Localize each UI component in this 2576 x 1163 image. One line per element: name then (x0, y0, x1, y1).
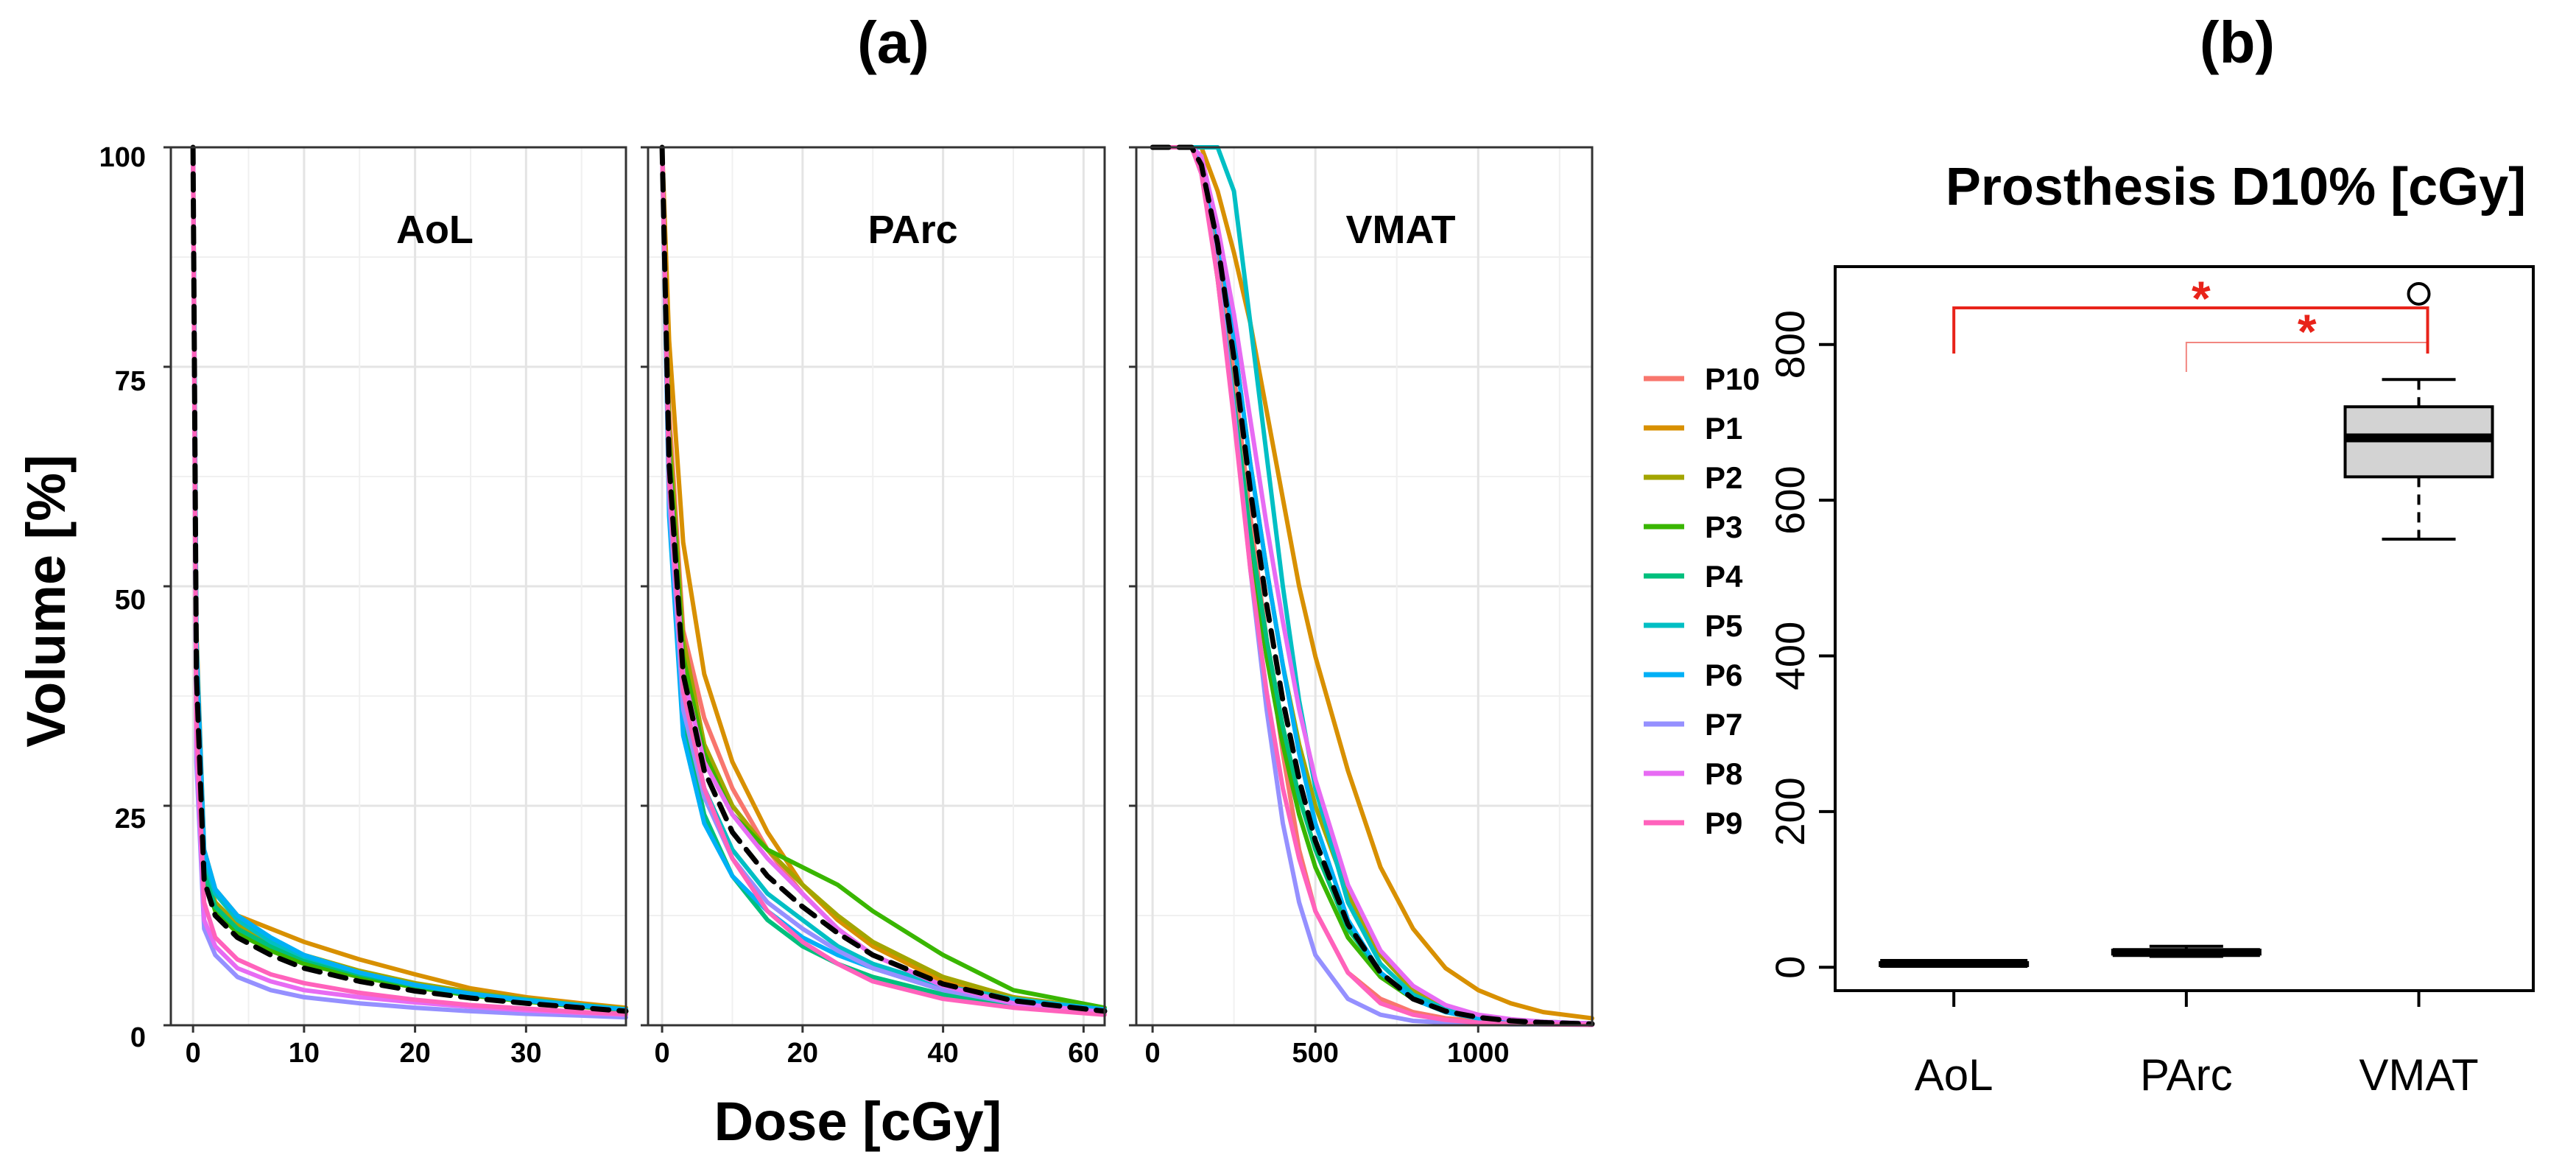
x-tick-label: 10 (289, 1038, 320, 1069)
boxplot-frame (1834, 265, 2535, 992)
boxplot-category-label-vmat: VMAT (2359, 1050, 2478, 1100)
x-tick-label: 20 (399, 1038, 430, 1069)
legend-label-p10: P10 (1705, 362, 1760, 396)
series-line-mean (659, 144, 1108, 1014)
boxplot-y-tick-label: 0 (1767, 956, 1813, 979)
significance-star-parc-vmat: * (2298, 304, 2317, 359)
panel-a-y-axis-title: Volume [%] (15, 454, 77, 747)
x-tick-label: 60 (1068, 1038, 1099, 1069)
boxplot-y-tick-label: 600 (1767, 465, 1813, 534)
x-tick-label: 30 (510, 1038, 541, 1069)
facet-title: VMAT (1346, 208, 1456, 252)
boxplot-panel: 0 200 400 600 800 AoL PArc VMAT * * (1767, 265, 2535, 1100)
facet-parc: 0 20 40 60 PArc (641, 144, 1108, 1069)
x-tick-label: 0 (1145, 1038, 1161, 1069)
x-tick-label: 1000 (1447, 1038, 1510, 1069)
legend-label-p5: P5 (1705, 608, 1742, 643)
facet-vmat: 0 500 1000 VMAT (1129, 144, 1595, 1069)
facet-title: PArc (868, 208, 958, 252)
legend-label-p8: P8 (1705, 756, 1742, 791)
series-line-mean (1150, 144, 1595, 1027)
y-tick-label-0: 0 (130, 1022, 146, 1053)
panel-a-label: (a) (857, 10, 929, 75)
boxplot-category-label-parc: PArc (2140, 1050, 2233, 1100)
x-tick-label: 500 (1292, 1038, 1338, 1069)
x-tick-label: 0 (186, 1038, 201, 1069)
facet-title: AoL (396, 208, 474, 252)
legend-label-p7: P7 (1705, 707, 1742, 742)
y-tick-label-50: 50 (115, 585, 146, 616)
panel-b-title: Prosthesis D10% [cGy] (1946, 158, 2526, 217)
panel-a-y-tick-labels: 100 75 50 25 0 (99, 142, 146, 1053)
y-tick-label-100: 100 (99, 142, 146, 173)
legend-label-p9: P9 (1705, 806, 1742, 840)
panel-b-label: (b) (2200, 10, 2275, 75)
boxplot-y-tick-label: 800 (1767, 310, 1813, 379)
x-tick-label: 40 (927, 1038, 958, 1069)
significance-bracket-aol-vmat (1952, 306, 2429, 354)
legend-label-p6: P6 (1705, 658, 1742, 692)
series-line-mean (190, 144, 629, 1014)
outlier-vmat (2407, 281, 2431, 306)
legend-label-p4: P4 (1705, 559, 1743, 594)
boxplot-y-tick-label: 400 (1767, 622, 1813, 690)
boxplot-y-tick-label: 200 (1767, 777, 1813, 846)
boxplot-category-label-aol: AoL (1915, 1050, 1993, 1100)
legend-label-p3: P3 (1705, 510, 1742, 544)
series-line-p9 (191, 145, 628, 1016)
y-tick-label-25: 25 (115, 804, 146, 835)
series-line-p8 (1150, 145, 1594, 1026)
panel-a-x-axis-title: Dose [cGy] (714, 1091, 1002, 1152)
significance-bracket-parc-vmat (2185, 342, 2429, 372)
legend: P10 P1 P2 P3 P4 P5 P6 P7 P8 P9 (1644, 362, 1760, 840)
x-tick-label: 0 (655, 1038, 670, 1069)
legend-label-p2: P2 (1705, 460, 1742, 495)
facet-aol: 0 10 20 30 AoL (163, 144, 629, 1069)
significance-star-aol-vmat: * (2192, 271, 2211, 326)
y-tick-label-75: 75 (115, 366, 146, 397)
series-line-p7 (191, 145, 628, 1020)
legend-label-p1: P1 (1705, 411, 1742, 446)
x-tick-label: 20 (787, 1038, 818, 1069)
